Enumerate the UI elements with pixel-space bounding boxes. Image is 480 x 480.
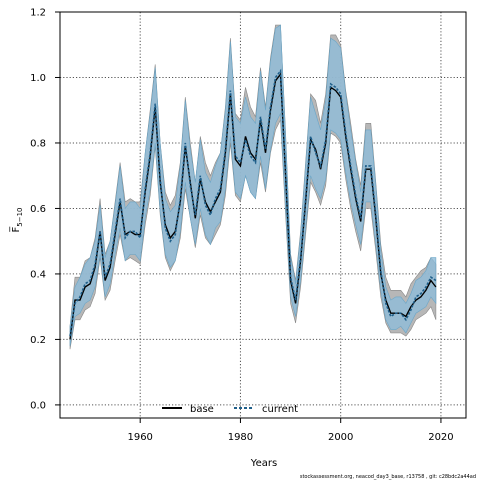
x-tick-label-1980: 1980	[228, 432, 253, 443]
series-line-current	[69, 68, 437, 337]
confidence-bands	[69, 24, 437, 350]
y-tick-label-0: 0.0	[30, 400, 46, 411]
y-axis-ticks: 0.0 0.2 0.4 0.6 0.8 1.0 1.2	[30, 8, 60, 411]
x-tick-label-2020: 2020	[428, 432, 453, 443]
x-axis-title: Years	[250, 458, 277, 469]
x-tick-label-1960: 1960	[127, 432, 152, 443]
y-tick-label-5: 1.0	[30, 73, 46, 84]
legend-label-base: base	[190, 404, 214, 415]
footnote: stockassessment.org, neacod_day3_base, r…	[300, 474, 476, 480]
y-tick-label-4: 0.8	[30, 138, 46, 149]
series-line-base	[69, 72, 437, 340]
legend-label-current: current	[262, 404, 298, 415]
y-tick-label-3: 0.6	[30, 204, 46, 215]
y-tick-label-1: 0.2	[30, 335, 46, 346]
y-tick-label-6: 1.2	[30, 8, 46, 19]
y-axis-title: F̅5−10	[9, 208, 24, 233]
series-lines	[69, 68, 437, 340]
band-current	[69, 24, 437, 347]
x-tick-label-2000: 2000	[328, 432, 353, 443]
legend: base current	[162, 404, 298, 415]
y-tick-label-2: 0.4	[30, 269, 46, 280]
plot-frame	[59, 11, 467, 419]
x-axis-ticks: 1960 1980 2000 2020	[127, 418, 454, 443]
